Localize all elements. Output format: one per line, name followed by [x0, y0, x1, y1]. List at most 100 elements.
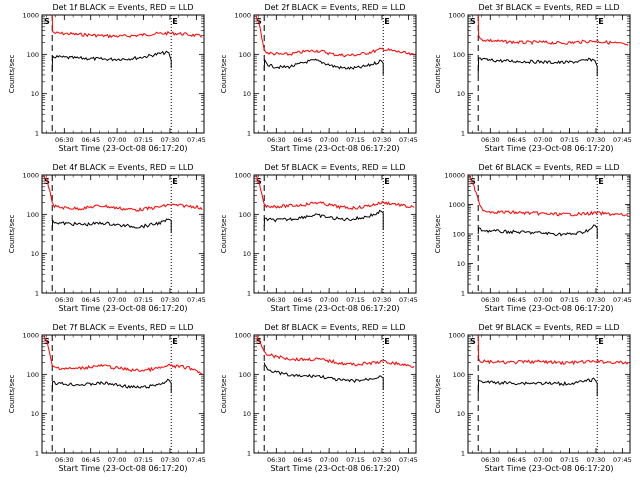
events-series-line — [51, 378, 172, 393]
events-series-line — [51, 50, 172, 73]
x-tick-label: 07:30 — [161, 456, 180, 464]
x-tick-label: 06:45 — [293, 296, 312, 304]
lld-series-line — [43, 175, 203, 212]
end-marker-label: E — [598, 177, 603, 186]
end-marker-label: E — [384, 337, 389, 346]
x-tick-label: 07:30 — [373, 296, 392, 304]
y-tick-label: 1000 — [448, 12, 465, 20]
x-tick-label: 06:45 — [507, 296, 526, 304]
x-tick-label: 06:30 — [267, 136, 286, 144]
start-marker-label: S — [256, 337, 262, 346]
start-marker-label: S — [44, 17, 50, 26]
plot-frame — [41, 14, 205, 134]
y-axis-label: Counts/sec — [220, 215, 228, 254]
x-tick-label: 07:30 — [161, 136, 180, 144]
y-tick-label: 100 — [27, 211, 39, 219]
chart-title: Det 6f BLACK = Events, RED = LLD — [478, 163, 619, 172]
y-tick-label: 10 — [457, 260, 465, 268]
x-tick-label: 06:45 — [507, 136, 526, 144]
y-tick-label: 10 — [31, 250, 39, 258]
x-tick-label: 06:45 — [81, 456, 100, 464]
y-tick-label: 1 — [461, 450, 465, 458]
lld-series-line — [255, 15, 415, 58]
x-tick-label: 06:30 — [481, 456, 500, 464]
y-tick-label: 100 — [239, 51, 251, 59]
x-tick-label: 06:30 — [55, 136, 74, 144]
y-tick-label: 10 — [243, 410, 251, 418]
y-tick-label: 1 — [247, 290, 251, 298]
y-tick-label: 1 — [247, 130, 251, 138]
x-tick-label: 07:30 — [161, 296, 180, 304]
x-tick-label: 07:45 — [187, 296, 206, 304]
y-tick-label: 100 — [239, 371, 251, 379]
chart-title: Det 3f BLACK = Events, RED = LLD — [478, 3, 619, 12]
y-tick-label: 10 — [243, 90, 251, 98]
x-tick-label: 06:45 — [507, 456, 526, 464]
y-tick-label: 100 — [453, 231, 465, 239]
x-tick-label: 07:15 — [346, 136, 365, 144]
x-tick-label: 07:15 — [346, 456, 365, 464]
y-tick-label: 1 — [461, 290, 465, 298]
x-axis-label: Start Time (23-Oct-08 06:17:20) — [484, 144, 613, 153]
x-tick-label: 07:30 — [587, 296, 606, 304]
x-tick-label: 06:30 — [481, 296, 500, 304]
y-tick-label: 1000 — [448, 201, 465, 209]
lld-series-line — [477, 15, 629, 46]
events-series-line — [51, 218, 172, 233]
y-tick-label: 10 — [31, 90, 39, 98]
x-tick-label: 07:15 — [134, 456, 153, 464]
end-marker-label: E — [172, 177, 177, 186]
x-tick-label: 07:00 — [534, 296, 553, 304]
chart-panel-det-2: Det 2f BLACK = Events, RED = LLD 1 10 100 10… — [220, 3, 418, 153]
chart-title: Det 8f BLACK = Events, RED = LLD — [264, 323, 405, 332]
y-tick-label: 1000 — [234, 332, 251, 340]
end-marker-label: E — [598, 17, 603, 26]
chart-title: Det 4f BLACK = Events, RED = LLD — [52, 163, 193, 172]
x-axis-label: Start Time (23-Oct-08 06:17:20) — [270, 144, 399, 153]
x-tick-label: 07:15 — [134, 296, 153, 304]
x-tick-label: 07:00 — [534, 136, 553, 144]
x-tick-label: 07:15 — [346, 296, 365, 304]
y-tick-label: 1 — [35, 130, 39, 138]
x-tick-label: 06:30 — [481, 136, 500, 144]
x-tick-label: 07:15 — [560, 136, 579, 144]
x-tick-label: 07:00 — [108, 296, 127, 304]
y-tick-label: 100 — [27, 371, 39, 379]
end-marker-label: E — [384, 17, 389, 26]
x-tick-label: 07:15 — [560, 296, 579, 304]
end-marker-label: E — [384, 177, 389, 186]
x-tick-label: 07:30 — [587, 136, 606, 144]
y-tick-label: 1000 — [234, 12, 251, 20]
start-marker-label: S — [470, 17, 476, 26]
start-marker-label: S — [470, 337, 476, 346]
chart-panel-det-5: Det 5f BLACK = Events, RED = LLD 1 10 100 10… — [220, 163, 418, 313]
x-tick-label: 07:30 — [373, 136, 392, 144]
x-tick-label: 07:00 — [320, 296, 339, 304]
x-tick-label: 07:15 — [134, 136, 153, 144]
lld-series-line — [477, 335, 629, 366]
events-series-line — [263, 362, 384, 390]
y-axis-label: Counts/sec — [434, 215, 442, 254]
x-tick-label: 07:15 — [560, 456, 579, 464]
start-marker-label: S — [470, 177, 476, 186]
lld-series-line — [255, 335, 415, 368]
chart-title: Det 2f BLACK = Events, RED = LLD — [264, 3, 405, 12]
x-tick-label: 07:45 — [399, 136, 418, 144]
end-marker-label: E — [172, 337, 177, 346]
chart-title: Det 9f BLACK = Events, RED = LLD — [478, 323, 619, 332]
y-axis-label: Counts/sec — [434, 55, 442, 94]
x-axis-label: Start Time (23-Oct-08 06:17:20) — [484, 304, 613, 313]
x-tick-label: 06:30 — [267, 296, 286, 304]
y-tick-label: 1000 — [234, 172, 251, 180]
chart-panel-det-4: Det 4f BLACK = Events, RED = LLD 1 10 100 10… — [8, 163, 206, 313]
x-tick-label: 06:30 — [267, 456, 286, 464]
plot-frame — [41, 174, 205, 294]
y-axis-label: Counts/sec — [434, 375, 442, 414]
x-axis-label: Start Time (23-Oct-08 06:17:20) — [270, 464, 399, 473]
chart-title: Det 5f BLACK = Events, RED = LLD — [264, 163, 405, 172]
events-series-line — [477, 224, 598, 239]
plot-frame — [41, 334, 205, 454]
x-tick-label: 07:45 — [613, 456, 632, 464]
y-tick-label: 10 — [457, 410, 465, 418]
x-tick-label: 07:45 — [187, 136, 206, 144]
